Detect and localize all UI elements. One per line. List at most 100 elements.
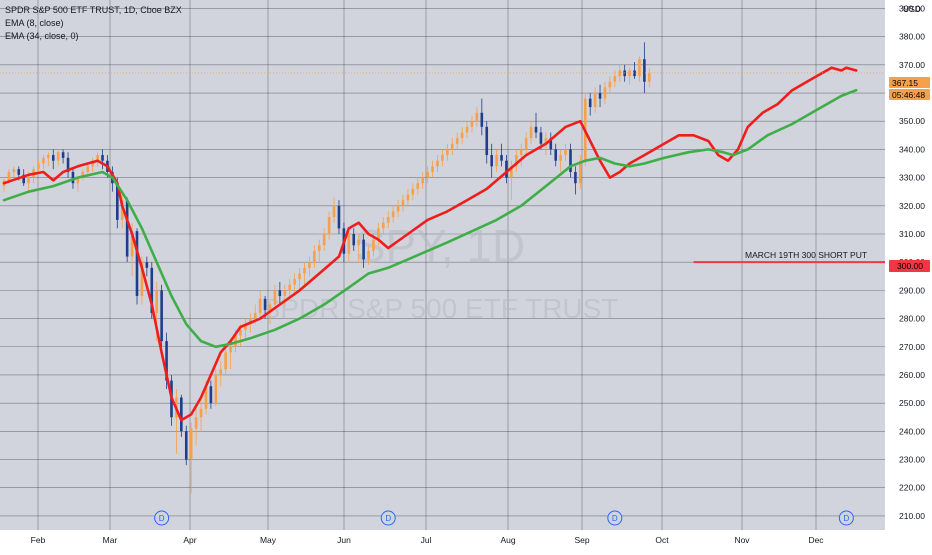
candle: [411, 183, 415, 201]
candle: [628, 67, 631, 85]
candle-body: [66, 157, 70, 172]
dividend-marker: D: [838, 510, 854, 526]
candle: [135, 228, 139, 305]
candle-body: [214, 374, 218, 404]
price-tick-label: 390.00: [899, 3, 925, 13]
candle-body: [455, 138, 459, 144]
candle: [61, 149, 65, 164]
candle: [76, 177, 80, 192]
candle: [51, 149, 55, 170]
price-badges: 367.15 05:46:48 300.00: [889, 77, 930, 272]
candle: [347, 228, 351, 263]
time-tick-label: Feb: [31, 535, 46, 545]
candle: [574, 166, 577, 195]
candle-body: [500, 155, 503, 161]
candle-body: [534, 126, 538, 133]
candle-body: [101, 155, 104, 161]
ema-fast-legend[interactable]: EMA (8, close): [5, 18, 64, 28]
candle: [303, 262, 306, 285]
candle-body: [574, 171, 577, 184]
candle-body: [569, 149, 572, 172]
candle-body: [470, 121, 474, 127]
candle-body: [603, 87, 607, 99]
candle-body: [204, 386, 208, 409]
candle: [475, 107, 479, 127]
price-tick-label: 220.00: [899, 483, 925, 493]
candle-body: [96, 155, 99, 161]
candle: [199, 397, 203, 432]
time-tick-label: Dec: [808, 535, 824, 545]
candle: [288, 279, 292, 299]
price-tick-label: 350.00: [899, 116, 925, 126]
candle-body: [598, 93, 602, 99]
candle-body: [160, 290, 163, 342]
candle-body: [81, 171, 85, 178]
candle-body: [145, 262, 149, 268]
candle-body: [91, 160, 94, 167]
candle: [298, 267, 301, 291]
candle-body: [293, 279, 296, 285]
candle: [322, 228, 326, 251]
candle: [258, 290, 262, 319]
price-tick-label: 320.00: [899, 201, 925, 211]
candle-body: [480, 112, 484, 127]
candle-body: [268, 304, 272, 311]
candle-body: [352, 233, 356, 246]
candle: [377, 222, 380, 246]
candle-body: [253, 312, 257, 319]
candle: [648, 67, 651, 88]
short-put-label: MARCH 19TH 300 SHORT PUT: [745, 250, 867, 260]
candle: [579, 155, 582, 189]
candle: [283, 284, 287, 308]
dividend-marker: D: [607, 510, 623, 526]
candle-body: [372, 239, 375, 251]
candle-body: [515, 155, 518, 167]
candle-body: [608, 81, 612, 88]
time-tick-label: Jul: [421, 535, 432, 545]
dividend-marker-letter: D: [385, 514, 391, 523]
candle-body: [317, 245, 321, 251]
horizontal-line-group[interactable]: MARCH 19TH 300 SHORT PUT: [693, 250, 885, 264]
candle-body: [519, 149, 523, 156]
candle-body: [278, 290, 282, 297]
candle-body: [510, 166, 513, 178]
candle: [337, 200, 341, 234]
price-tick-label: 250.00: [899, 398, 925, 408]
time-tick-label: Sep: [574, 535, 589, 545]
candle: [327, 211, 331, 240]
candle-body: [416, 183, 420, 189]
candle-body: [460, 132, 464, 139]
candle: [534, 112, 538, 139]
price-tick-label: 210.00: [899, 511, 925, 521]
candle-body: [593, 93, 597, 108]
candle-body: [367, 250, 370, 260]
candle: [569, 143, 572, 178]
candle-body: [421, 177, 425, 184]
candle: [598, 84, 602, 108]
candle: [554, 143, 558, 167]
candle: [559, 149, 562, 172]
candle-body: [288, 284, 292, 291]
candle-body: [524, 138, 528, 150]
candle-body: [382, 222, 385, 229]
symbol-title[interactable]: SPDR S&P 500 ETF TRUST, 1D, Cboe BZX: [5, 5, 182, 15]
candle: [66, 152, 70, 178]
candle: [362, 233, 365, 268]
current-price-value: 367.15: [892, 78, 918, 88]
candle: [120, 191, 124, 229]
candle: [470, 115, 474, 133]
candle-body: [406, 194, 410, 201]
ema-slow-legend[interactable]: EMA (34, close, 0): [5, 31, 79, 41]
candle: [490, 143, 493, 178]
candle-body: [362, 239, 365, 260]
time-scale-background[interactable]: [0, 530, 932, 550]
candle-body: [529, 126, 533, 139]
candle-body: [638, 59, 641, 77]
candle-body: [61, 152, 65, 158]
time-tick-label: May: [260, 535, 277, 545]
candle: [485, 121, 489, 164]
candle-body: [485, 126, 489, 156]
